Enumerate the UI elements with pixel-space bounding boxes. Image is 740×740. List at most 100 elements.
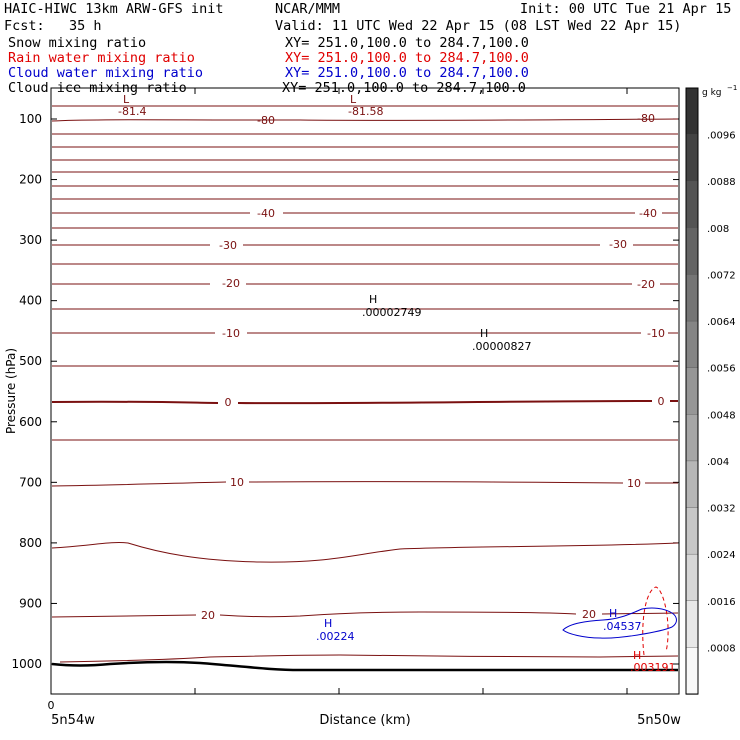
contour-label: -20 <box>637 278 655 291</box>
cloud-water-contour <box>562 607 677 639</box>
extremum-marker: H <box>324 617 332 630</box>
contour-label: 10 <box>627 477 641 490</box>
forecast-hour: Fcst: 35 h <box>4 18 102 34</box>
field-xy-rain: XY= 251.0,100.0 to 284.7,100.0 <box>285 50 529 66</box>
contour-label: 0 <box>225 396 232 409</box>
colorbar-label: .008 <box>707 224 729 235</box>
y-tick-label: 100 <box>19 112 42 126</box>
colorbar-segment <box>685 460 699 509</box>
colorbar-label: .0088 <box>707 177 736 188</box>
contour-label: -10 <box>222 327 240 340</box>
x-endpoint-label: 5n50w <box>637 713 681 728</box>
colorbar-segment <box>685 227 699 276</box>
extrema-labels: L-81.4L-81.58H.00002749H.00000827H.00224… <box>118 93 676 674</box>
y-tick-label: 300 <box>19 233 42 247</box>
colorbar-segment <box>685 414 699 462</box>
y-tick-label: 1000 <box>11 657 42 671</box>
colorbar-label: .0008 <box>707 643 736 654</box>
colorbar-segment <box>685 274 699 322</box>
colorbar-frame <box>685 87 699 695</box>
colorbar-segment <box>685 647 699 695</box>
extremum-value: -81.4 <box>118 105 146 118</box>
colorbar-label: .0024 <box>707 550 736 561</box>
colorbar-label: .0056 <box>707 364 736 375</box>
y-tick-label: 500 <box>19 354 42 368</box>
colorbar-label: .0064 <box>707 317 736 328</box>
plot-frame <box>50 87 680 695</box>
extremum-value: .00224 <box>316 630 355 643</box>
extremum-marker: H <box>480 327 488 340</box>
y-tick-label: 200 <box>19 173 42 187</box>
colorbar-label: .0096 <box>707 131 736 142</box>
colorbar-segment <box>685 507 699 555</box>
contour-label: 20 <box>201 609 215 622</box>
contour-label: -80 <box>257 114 275 127</box>
contour-label: 20 <box>582 608 596 621</box>
colorbar-label: .0048 <box>707 410 736 421</box>
contour-label: -30 <box>219 239 237 252</box>
colorbar-segment <box>685 87 699 136</box>
valid-time: Valid: 11 UTC Wed 22 Apr 15 (08 LST Wed … <box>275 18 682 34</box>
extremum-value: .04537 <box>603 620 642 633</box>
y-axis: 1002003004005006007008009001000Pressure … <box>4 112 679 671</box>
contour-label: 10 <box>230 476 244 489</box>
y-tick-label: 700 <box>19 475 42 489</box>
y-tick-label: 900 <box>19 596 42 610</box>
extremum-marker: H <box>633 649 641 662</box>
colorbar-label: .0032 <box>707 504 736 515</box>
colorbar-segment <box>685 600 699 649</box>
contour-line <box>51 611 679 618</box>
extremum-value: .00000827 <box>472 340 532 353</box>
colorbar-unit-exponent: −1 <box>727 84 737 92</box>
y-axis-title: Pressure (hPa) <box>4 348 18 434</box>
extremum-marker: H <box>369 293 377 306</box>
rain-contour <box>642 586 669 656</box>
org-label: NCAR/MMM <box>275 1 341 17</box>
contour-line <box>51 118 679 122</box>
extremum-value: .00002749 <box>362 306 422 319</box>
init-time: Init: 00 UTC Tue 21 Apr 15 <box>520 1 732 17</box>
temperature-contours <box>51 105 679 663</box>
contour-line <box>51 542 679 563</box>
contour-labels: -80 -80 -40 -40 -30 -30 -20 -20 -10 -10 0 0 10 10 20 20 <box>201 112 665 622</box>
y-tick-label: 400 <box>19 294 42 308</box>
field-xy-cloud-water: XY= 251.0,100.0 to 284.7,100.0 <box>285 65 529 81</box>
field-xy-snow: XY= 251.0,100.0 to 284.7,100.0 <box>285 35 529 51</box>
colorbar-segment <box>685 553 699 602</box>
contour-label: -80 <box>637 112 655 125</box>
contour-label: -40 <box>257 207 275 220</box>
colorbar-segment <box>685 367 699 416</box>
field-name-snow: Snow mixing ratio <box>8 35 147 51</box>
extremum-marker: L <box>350 93 357 106</box>
field-name-rain: Rain water mixing ratio <box>8 50 195 66</box>
contour-line <box>51 481 678 487</box>
extremum-marker: L <box>123 93 130 106</box>
x-axis-title: Distance (km) <box>319 713 410 728</box>
colorbar-label: .004 <box>707 457 729 468</box>
colorbar-segment <box>685 181 699 229</box>
colorbar-segment <box>685 134 699 182</box>
colorbar: .0096 .0088 .008 .0072 .0064 .0056 .0048 .004 .0… <box>685 84 737 695</box>
field-name-cloud-water: Cloud water mixing ratio <box>8 65 204 81</box>
x-endpoint-label: 5n54w <box>51 713 95 728</box>
terrain-line <box>51 660 678 672</box>
colorbar-unit: g kg <box>702 88 722 98</box>
contour-label: -10 <box>647 327 665 340</box>
contour-label: 0 <box>658 395 665 408</box>
contour-label: -40 <box>639 207 657 220</box>
contour-label: -20 <box>222 277 240 290</box>
contour-line <box>59 654 679 663</box>
y-tick-label: 600 <box>19 415 42 429</box>
contour-label: -30 <box>609 238 627 251</box>
model-title: HAIC-HIWC 13km ARW-GFS init <box>4 1 224 17</box>
y-tick-label: 800 <box>19 536 42 550</box>
extremum-value: -81.58 <box>348 105 383 118</box>
extremum-value: .003191 <box>630 661 676 674</box>
extremum-marker: H <box>609 607 617 620</box>
x-tick-label: 0 <box>48 699 55 712</box>
colorbar-label: .0072 <box>707 270 736 281</box>
colorbar-segment <box>685 320 699 369</box>
colorbar-label: .0016 <box>707 597 736 608</box>
